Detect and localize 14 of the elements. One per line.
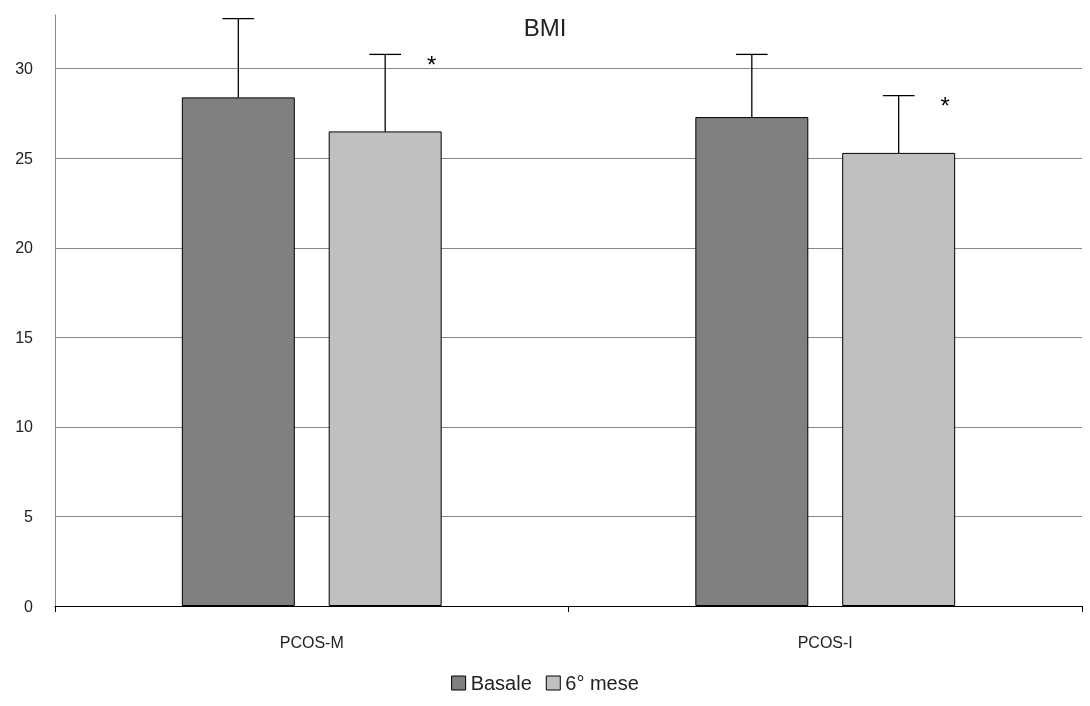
y-tick-label: 0 [24,597,34,615]
x-tick-label: PCOS-I [797,633,853,651]
x-tick-label: PCOS-M [279,633,344,651]
chart-title: BMI [523,13,567,41]
legend-label: Basale [470,672,532,694]
y-tick-label: 20 [15,239,34,257]
annotation: * [940,92,950,120]
y-tick-label: 10 [15,418,34,436]
annotation: * [426,50,437,78]
y-tick-label: 30 [15,60,34,78]
legend-label: 6° mese [565,672,639,694]
y-tick-label: 15 [15,328,34,346]
y-tick-label: 25 [15,149,34,167]
y-tick-label: 5 [24,507,34,525]
